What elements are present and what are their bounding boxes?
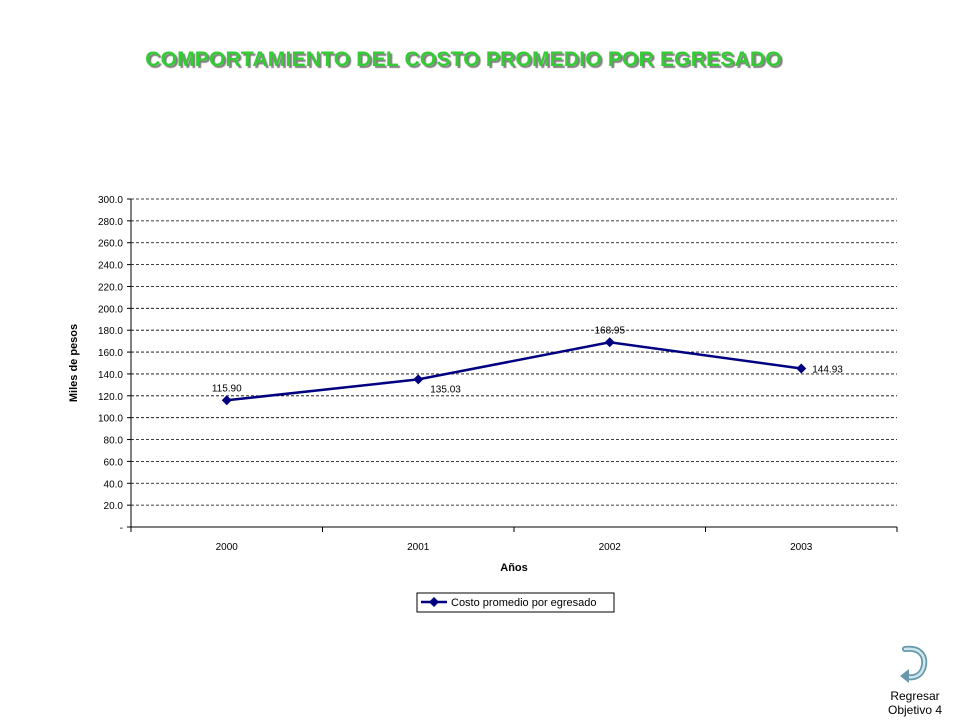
data-point [604,337,615,348]
y-tick-label: 240.0 [98,261,123,272]
y-tick-label: 260.0 [98,239,123,250]
x-tick-label: 2003 [790,542,813,553]
series-line [226,341,802,402]
data-label: 135.03 [430,384,461,395]
return-arrow-icon [900,645,928,683]
y-tick-label: 40.0 [104,479,124,490]
return-objective-button[interactable]: Regresar Objetivo 4 [882,645,948,717]
y-tick-label: 100.0 [98,414,123,425]
x-tick-label: 2002 [599,542,622,553]
data-label: 168.95 [594,325,625,336]
y-tick-label: 300.0 [98,195,123,206]
legend-box [416,592,615,613]
y-tick-label: - [120,523,123,534]
y-tick-label: 140.0 [98,370,123,381]
x-axis-title: Años [500,562,528,574]
y-tick-label: 280.0 [98,217,123,228]
legend-marker [429,597,439,607]
y-tick-label: 20.0 [104,501,124,512]
y-axis-title: Miles de pesos [68,324,80,402]
nav-label-line1: Regresar [890,689,940,703]
x-tick-label: 2001 [407,542,430,553]
data-label: 115.90 [212,383,242,394]
data-point [221,395,232,406]
y-tick-label: 160.0 [98,348,123,359]
y-tick-label: 220.0 [98,282,123,293]
data-point [796,363,807,374]
y-tick-label: 60.0 [104,457,124,468]
y-tick-label: 120.0 [98,392,123,403]
y-tick-label: 200.0 [98,304,123,315]
page-title: COMPORTAMIENTO DEL COSTO PROMEDIO POR EG… [145,48,782,71]
y-tick-label: 80.0 [104,436,124,447]
data-label: 144.93 [812,365,843,376]
y-tick-label: 180.0 [98,326,123,337]
nav-label-line2: Objetivo 4 [887,703,943,717]
x-tick-label: 2000 [216,542,239,553]
data-point [413,374,424,385]
legend-label: Costo promedio por egresado [451,597,597,609]
